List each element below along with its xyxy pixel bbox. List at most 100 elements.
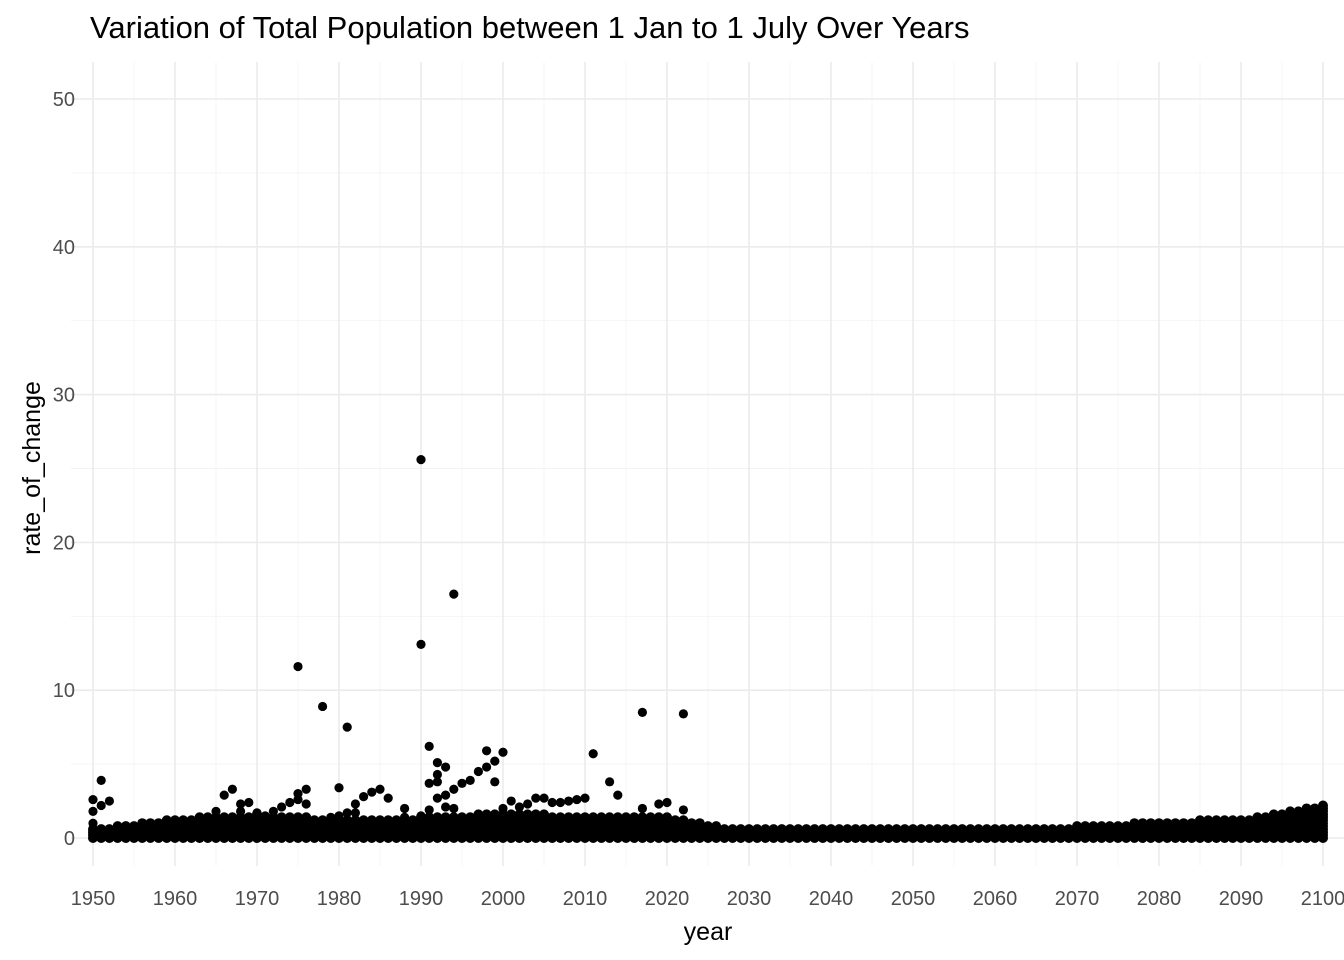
band-point — [629, 812, 640, 823]
x-tick-label: 2090 — [1219, 888, 1264, 910]
x-axis-label: year — [684, 918, 733, 946]
data-point — [678, 709, 689, 719]
band-point — [1039, 824, 1050, 835]
y-tick-label: 50 — [53, 89, 75, 111]
band-point — [1121, 821, 1132, 832]
band-point — [465, 812, 476, 823]
band-point — [440, 812, 451, 823]
data-point — [482, 746, 492, 756]
band-point — [424, 812, 435, 823]
band-point — [1055, 824, 1066, 835]
band-point — [867, 824, 877, 835]
band-point — [1096, 821, 1107, 832]
band-point — [1154, 818, 1164, 829]
band-point — [875, 824, 886, 835]
y-tick-label: 10 — [53, 680, 75, 702]
band-point — [1260, 812, 1271, 823]
data-point — [432, 769, 442, 780]
data-point — [104, 796, 114, 806]
data-point — [285, 797, 295, 808]
band-point — [1301, 803, 1312, 814]
data-point — [424, 741, 434, 751]
band-point — [842, 824, 853, 835]
band-point — [1236, 815, 1246, 826]
data-point — [498, 803, 508, 814]
band-point — [1072, 821, 1082, 832]
band-point — [744, 824, 754, 835]
band-point — [350, 815, 361, 826]
y-tick-label: 20 — [53, 532, 75, 554]
data-point — [473, 766, 483, 777]
band-point — [1211, 815, 1222, 826]
x-tick-label: 1960 — [153, 888, 198, 910]
band-point — [957, 824, 968, 835]
data-point — [432, 793, 442, 803]
band-point — [998, 824, 1009, 835]
band-point — [678, 815, 689, 826]
data-point — [383, 793, 393, 803]
band-point — [514, 809, 525, 820]
data-point — [547, 797, 557, 808]
data-point — [326, 812, 336, 822]
data-point — [432, 777, 442, 787]
data-point — [441, 790, 451, 800]
band-point — [1022, 824, 1033, 835]
data-point — [96, 800, 106, 811]
band-point — [1104, 821, 1115, 832]
data-point — [334, 783, 344, 793]
band-point — [284, 812, 295, 823]
y-tick-label: 40 — [53, 237, 75, 259]
data-point — [596, 812, 607, 822]
dense-point-band — [88, 800, 1328, 843]
data-point — [367, 787, 377, 797]
data-point — [449, 589, 459, 599]
band-point — [1244, 815, 1255, 826]
band-point — [448, 812, 459, 823]
data-point — [301, 799, 311, 809]
data-point — [236, 799, 246, 809]
band-point — [990, 824, 1000, 835]
data-point — [482, 762, 492, 772]
data-point — [260, 811, 270, 821]
data-point — [441, 802, 451, 812]
y-tick-label: 30 — [53, 385, 75, 407]
x-tick-label: 2030 — [727, 888, 772, 910]
band-point — [358, 815, 369, 826]
data-point — [293, 661, 303, 672]
band-point — [137, 818, 148, 829]
data-point — [498, 747, 508, 757]
band-point — [1318, 800, 1328, 811]
band-point — [1006, 824, 1017, 835]
band-point — [924, 824, 935, 835]
band-point — [588, 812, 599, 823]
x-tick-label: 2060 — [973, 888, 1018, 910]
data-point — [88, 794, 98, 805]
band-point — [1227, 815, 1238, 826]
data-point — [252, 808, 262, 818]
data-point — [416, 811, 426, 821]
band-point — [1285, 806, 1296, 817]
band-point — [1170, 818, 1181, 829]
data-point — [400, 812, 410, 822]
data-point — [678, 805, 689, 815]
band-point — [1080, 821, 1091, 832]
band-point — [145, 818, 156, 829]
data-point — [391, 817, 401, 827]
data-point — [457, 778, 467, 788]
data-point — [318, 701, 328, 712]
data-point — [572, 794, 582, 805]
band-point — [129, 821, 139, 832]
band-point — [735, 824, 746, 835]
data-point — [637, 803, 648, 814]
band-point — [539, 809, 549, 820]
data-point — [350, 808, 360, 818]
x-tick-label: 1980 — [317, 888, 362, 910]
band-point — [1113, 821, 1123, 832]
band-point — [170, 815, 180, 826]
data-point — [637, 707, 648, 717]
band-point — [711, 821, 722, 832]
band-point — [932, 824, 943, 835]
band-point — [112, 821, 123, 832]
band-point — [473, 809, 484, 820]
band-point — [1014, 824, 1025, 835]
